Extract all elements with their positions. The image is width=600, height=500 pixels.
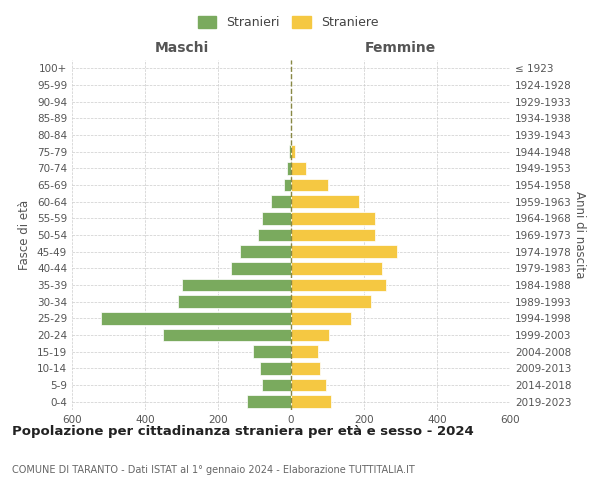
- Bar: [291, 379, 326, 391]
- Bar: [291, 362, 320, 374]
- Bar: [262, 379, 291, 391]
- Bar: [291, 262, 382, 274]
- Bar: [284, 179, 291, 192]
- Text: Popolazione per cittadinanza straniera per età e sesso - 2024: Popolazione per cittadinanza straniera p…: [12, 425, 474, 438]
- Bar: [101, 312, 291, 324]
- Bar: [291, 279, 386, 291]
- Bar: [291, 196, 359, 208]
- Bar: [163, 329, 291, 341]
- Bar: [287, 162, 291, 174]
- Bar: [240, 246, 291, 258]
- Bar: [291, 179, 328, 192]
- Bar: [291, 346, 319, 358]
- Bar: [271, 196, 291, 208]
- Bar: [262, 212, 291, 224]
- Bar: [258, 229, 291, 241]
- Bar: [289, 146, 291, 158]
- Bar: [291, 312, 351, 324]
- Bar: [291, 296, 371, 308]
- Bar: [291, 146, 295, 158]
- Text: COMUNE DI TARANTO - Dati ISTAT al 1° gennaio 2024 - Elaborazione TUTTITALIA.IT: COMUNE DI TARANTO - Dati ISTAT al 1° gen…: [12, 465, 415, 475]
- Y-axis label: Fasce di età: Fasce di età: [19, 200, 31, 270]
- Bar: [260, 362, 291, 374]
- Bar: [253, 346, 291, 358]
- Bar: [231, 262, 291, 274]
- Bar: [291, 162, 305, 174]
- Bar: [178, 296, 291, 308]
- Bar: [291, 229, 375, 241]
- Bar: [291, 212, 375, 224]
- Bar: [291, 329, 329, 341]
- Bar: [182, 279, 291, 291]
- Bar: [291, 396, 331, 408]
- Bar: [291, 246, 397, 258]
- Legend: Stranieri, Straniere: Stranieri, Straniere: [193, 11, 383, 34]
- Text: Femmine: Femmine: [365, 41, 436, 55]
- Text: Maschi: Maschi: [154, 41, 209, 55]
- Bar: [247, 396, 291, 408]
- Y-axis label: Anni di nascita: Anni di nascita: [572, 192, 586, 278]
